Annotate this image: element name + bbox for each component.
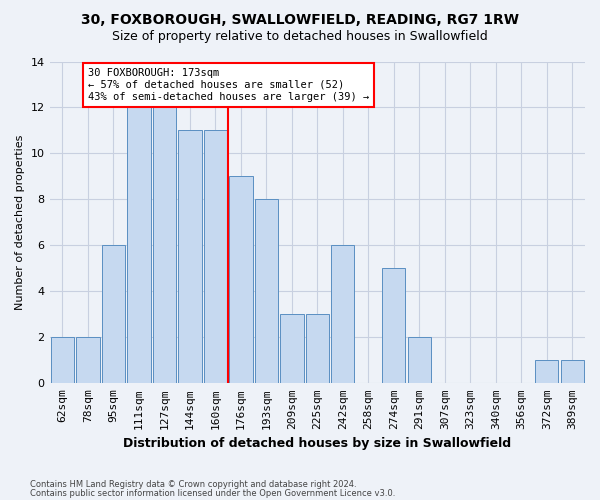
Bar bbox=[101, 246, 125, 384]
Text: 30, FOXBOROUGH, SWALLOWFIELD, READING, RG7 1RW: 30, FOXBOROUGH, SWALLOWFIELD, READING, R… bbox=[81, 12, 519, 26]
X-axis label: Distribution of detached houses by size in Swallowfield: Distribution of detached houses by size … bbox=[123, 437, 511, 450]
Text: 30 FOXBOROUGH: 173sqm
← 57% of detached houses are smaller (52)
43% of semi-deta: 30 FOXBOROUGH: 173sqm ← 57% of detached … bbox=[88, 68, 369, 102]
Bar bbox=[50, 338, 74, 384]
Bar bbox=[229, 176, 253, 384]
Bar bbox=[382, 268, 406, 384]
Text: Contains public sector information licensed under the Open Government Licence v3: Contains public sector information licen… bbox=[30, 488, 395, 498]
Y-axis label: Number of detached properties: Number of detached properties bbox=[15, 134, 25, 310]
Text: Contains HM Land Registry data © Crown copyright and database right 2024.: Contains HM Land Registry data © Crown c… bbox=[30, 480, 356, 489]
Bar bbox=[331, 246, 355, 384]
Bar bbox=[178, 130, 202, 384]
Bar bbox=[305, 314, 329, 384]
Bar bbox=[76, 338, 100, 384]
Text: Size of property relative to detached houses in Swallowfield: Size of property relative to detached ho… bbox=[112, 30, 488, 43]
Bar bbox=[407, 338, 431, 384]
Bar bbox=[152, 108, 176, 384]
Bar bbox=[127, 108, 151, 384]
Bar bbox=[203, 130, 227, 384]
Bar bbox=[280, 314, 304, 384]
Bar bbox=[535, 360, 559, 384]
Bar bbox=[254, 200, 278, 384]
Bar bbox=[560, 360, 584, 384]
